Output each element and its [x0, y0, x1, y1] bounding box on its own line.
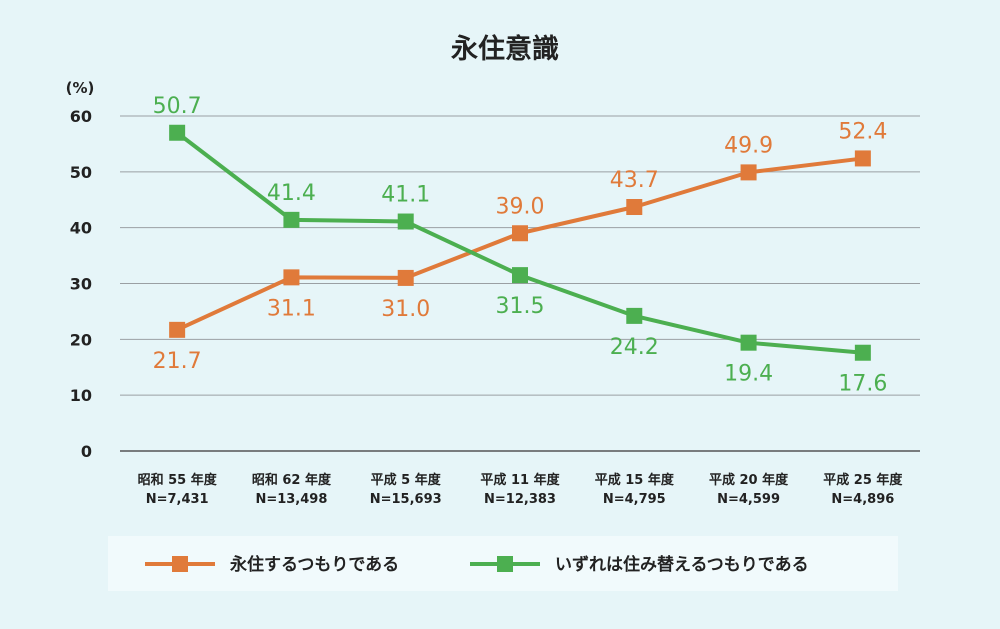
data-label: 31.0	[381, 297, 430, 322]
x-tick-label: 平成 11 年度	[480, 472, 560, 488]
data-label: 52.4	[838, 119, 887, 144]
data-label: 17.6	[838, 372, 887, 397]
data-point-marker	[169, 124, 186, 141]
legend-marker	[497, 556, 513, 572]
data-point-marker	[740, 164, 757, 181]
y-tick-label: 60	[70, 107, 92, 126]
data-label: 31.1	[267, 296, 316, 321]
data-label: 41.1	[381, 183, 430, 208]
data-point-marker	[740, 334, 757, 351]
y-tick-label: 40	[70, 219, 92, 238]
x-axis-ticks: 昭和 55 年度 N=7,431 昭和 62 年度 N=13,498 平成 5 年度 N=…	[138, 472, 904, 507]
x-tick-label: 平成 5 年度	[371, 472, 442, 488]
x-tick-sample-size: N=12,383	[484, 492, 556, 507]
y-tick-label: 10	[70, 386, 92, 405]
x-tick-label: 昭和 62 年度	[252, 472, 332, 488]
x-tick-label: 平成 15 年度	[595, 472, 675, 488]
x-tick-label: 昭和 55 年度	[138, 472, 218, 488]
data-label: 19.4	[724, 362, 773, 387]
legend: 永住するつもりである いずれは住み替えるつもりである	[145, 554, 809, 575]
data-label: 50.7	[153, 94, 202, 119]
data-point-marker	[512, 225, 528, 242]
x-tick-sample-size: N=4,599	[717, 492, 780, 507]
x-tick-sample-size: N=4,896	[831, 492, 894, 507]
data-labels: 21.7 31.1 31.0 39.0 43.7 49.9 52.4 50.7 41.4 41.1…	[153, 94, 888, 397]
legend-label: いずれは住み替えるつもりである	[555, 554, 809, 575]
legend-marker	[172, 556, 188, 572]
legend-label: 永住するつもりである	[229, 554, 399, 575]
data-label: 24.2	[610, 335, 659, 360]
data-point-marker	[169, 321, 186, 338]
x-tick-sample-size: N=15,693	[370, 492, 442, 507]
data-point-marker	[512, 267, 528, 284]
data-point-marker	[626, 199, 643, 216]
y-axis-unit: (%)	[66, 79, 95, 97]
data-label: 41.4	[267, 181, 316, 206]
y-tick-label: 20	[70, 330, 92, 349]
data-point-marker	[626, 307, 643, 324]
x-tick-label: 平成 20 年度	[709, 472, 789, 488]
y-tick-label: 50	[70, 163, 92, 182]
x-tick-sample-size: N=7,431	[146, 492, 209, 507]
data-point-marker	[397, 269, 414, 286]
data-point-marker	[397, 213, 414, 230]
data-point-marker	[854, 344, 871, 361]
y-axis-ticks: 60 50 40 30 20 10 0	[70, 107, 92, 461]
data-label: 43.7	[610, 168, 659, 193]
data-label: 39.0	[496, 194, 545, 219]
y-tick-label: 30	[70, 275, 92, 294]
data-point-marker	[283, 211, 300, 228]
series-group	[169, 124, 871, 361]
data-label: 49.9	[724, 133, 773, 158]
x-tick-label: 平成 25 年度	[823, 472, 903, 488]
data-point-marker	[854, 150, 871, 167]
x-tick-sample-size: N=4,795	[603, 492, 666, 507]
data-label: 21.7	[153, 349, 202, 374]
x-tick-sample-size: N=13,498	[255, 492, 327, 507]
data-label: 31.5	[496, 294, 545, 319]
data-point-marker	[283, 269, 300, 286]
y-tick-label: 0	[81, 442, 92, 461]
chart-title: 永住意識	[450, 33, 559, 65]
